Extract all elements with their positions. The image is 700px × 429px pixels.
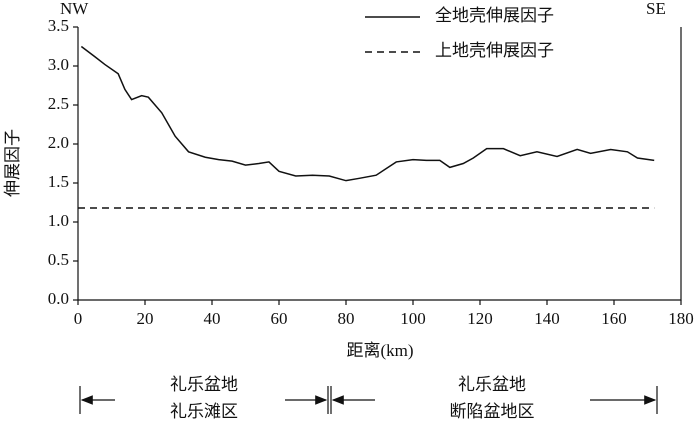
region-label: 礼乐滩区	[170, 402, 238, 421]
x-tick-label: 160	[601, 309, 627, 328]
y-tick-label: 3.0	[48, 55, 69, 74]
x-tick-label: 40	[204, 309, 221, 328]
x-tick-label: 20	[137, 309, 154, 328]
x-tick-label: 100	[400, 309, 426, 328]
region-label: 礼乐盆地	[170, 375, 238, 394]
y-tick-label: 0.5	[48, 250, 69, 269]
y-axis-label: 伸展因子	[3, 129, 22, 197]
region-label: 断陷盆地区	[450, 402, 535, 421]
axes	[77, 27, 682, 301]
x-tick-label: 60	[271, 309, 288, 328]
data-line	[80, 45, 655, 182]
legend-label: 全地壳伸展因子	[435, 6, 554, 25]
y-tick-label: 2.0	[48, 133, 69, 152]
y-tick-label: 1.5	[48, 172, 69, 191]
nw-label: NW	[60, 0, 89, 18]
x-tick-label: 0	[74, 309, 83, 328]
y-tick-label: 1.0	[48, 211, 69, 230]
y-tick-label: 3.5	[48, 16, 69, 35]
y-tick-label: 0.0	[48, 289, 69, 308]
x-tick-label: 180	[668, 309, 694, 328]
y-tick-label: 2.5	[48, 94, 69, 113]
x-tick-label: 140	[534, 309, 560, 328]
legend-label: 上地壳伸展因子	[435, 41, 554, 60]
region-brackets	[79, 386, 658, 414]
x-tick-label: 80	[338, 309, 355, 328]
se-label: SE	[646, 0, 666, 18]
x-axis-label: 距离(km)	[346, 341, 413, 360]
region-label: 礼乐盆地	[458, 375, 526, 394]
x-tick-label: 120	[467, 309, 493, 328]
